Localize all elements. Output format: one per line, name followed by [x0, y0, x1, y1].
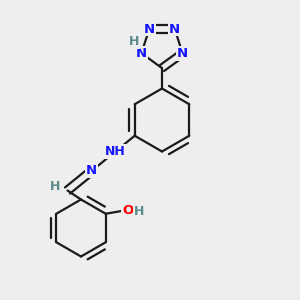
Text: H: H — [50, 180, 60, 194]
Text: N: N — [177, 47, 188, 60]
Text: H: H — [129, 35, 139, 48]
Text: O: O — [122, 204, 134, 217]
Text: N: N — [86, 164, 97, 178]
Text: H: H — [134, 205, 144, 218]
Text: N: N — [169, 22, 180, 35]
Text: N: N — [136, 47, 147, 60]
Text: N: N — [144, 22, 155, 35]
Text: NH: NH — [105, 145, 126, 158]
